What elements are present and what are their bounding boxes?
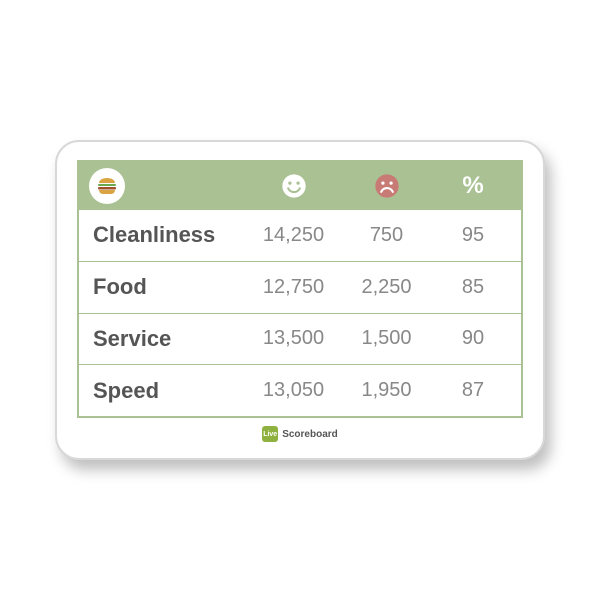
logo-cell xyxy=(87,168,247,204)
footer: Live Scoreboard xyxy=(77,424,523,444)
row-percent-value: 87 xyxy=(433,379,513,402)
burger-icon xyxy=(95,174,119,198)
row-label: Speed xyxy=(87,378,247,404)
percent-label: % xyxy=(462,172,483,200)
table-header: % xyxy=(79,162,521,210)
row-percent-value: 95 xyxy=(433,224,513,247)
row-happy-value: 13,050 xyxy=(247,379,340,402)
header-percent: % xyxy=(433,172,513,200)
row-sad-value: 750 xyxy=(340,224,433,247)
footer-label: Scoreboard xyxy=(282,429,338,440)
row-happy-value: 13,500 xyxy=(247,327,340,350)
table-row: Service13,5001,50090 xyxy=(79,313,521,365)
row-sad-value: 2,250 xyxy=(340,276,433,299)
header-happy xyxy=(247,172,340,200)
header-sad xyxy=(340,172,433,200)
row-label: Food xyxy=(87,274,247,300)
table-row: Food12,7502,25085 xyxy=(79,261,521,313)
row-percent-value: 85 xyxy=(433,276,513,299)
row-label: Cleanliness xyxy=(87,222,247,248)
table-row: Cleanliness14,25075095 xyxy=(79,210,521,261)
frown-icon xyxy=(373,172,401,200)
footer-badge: Live xyxy=(262,426,278,442)
row-happy-value: 14,250 xyxy=(247,224,340,247)
smile-icon xyxy=(280,172,308,200)
row-happy-value: 12,750 xyxy=(247,276,340,299)
footer-badge-text: Live xyxy=(263,431,277,438)
scoreboard-screen: % Cleanliness14,25075095Food12,7502,2508… xyxy=(77,160,523,418)
row-percent-value: 90 xyxy=(433,327,513,350)
brand-logo xyxy=(89,168,125,204)
table-row: Speed13,0501,95087 xyxy=(79,364,521,416)
row-sad-value: 1,950 xyxy=(340,379,433,402)
table-body: Cleanliness14,25075095Food12,7502,25085S… xyxy=(79,210,521,416)
row-sad-value: 1,500 xyxy=(340,327,433,350)
row-label: Service xyxy=(87,326,247,352)
device-frame: % Cleanliness14,25075095Food12,7502,2508… xyxy=(55,140,545,460)
